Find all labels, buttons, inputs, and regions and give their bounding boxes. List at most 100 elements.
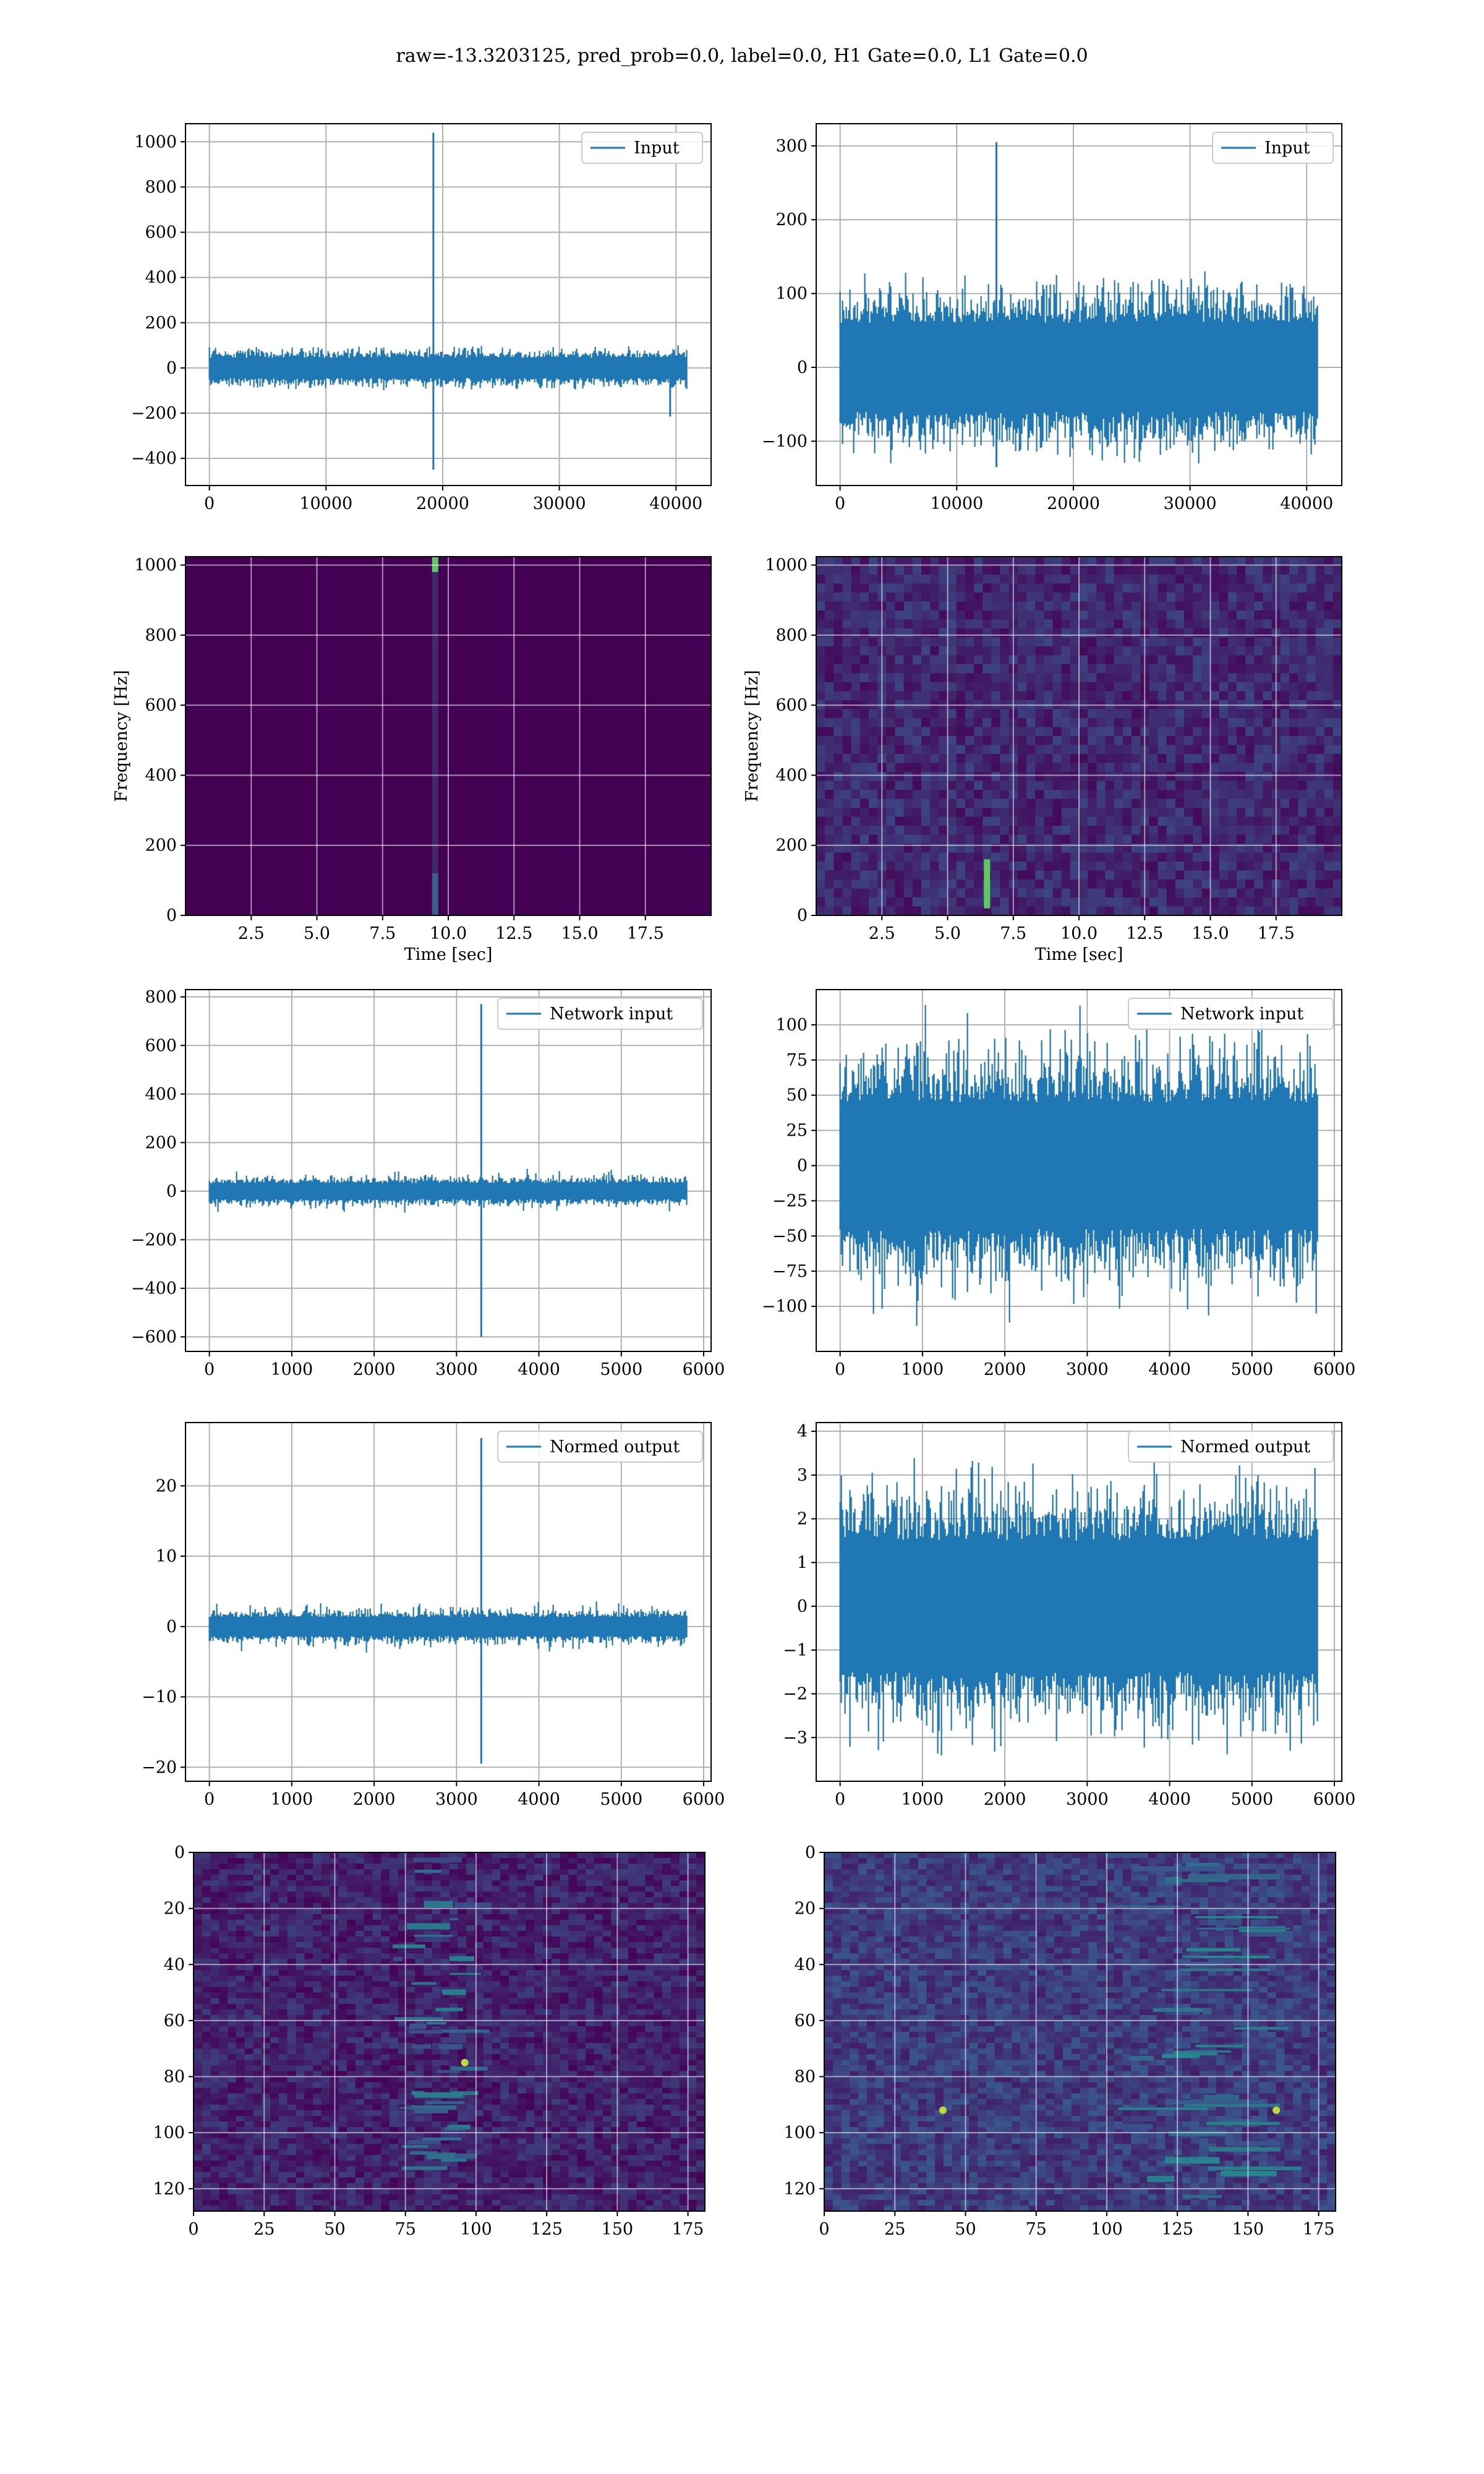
heatmap-cell [517, 1864, 527, 1870]
heatmap-cell [1122, 808, 1132, 817]
heatmap-cell [1026, 906, 1036, 915]
heatmap-cell [1315, 736, 1325, 745]
heatmap-cell [210, 1992, 220, 1999]
heatmap-cell [654, 1908, 663, 1915]
heatmap-cell [194, 1897, 203, 1904]
heatmap-cell [586, 1925, 595, 1932]
heatmap-cell [1088, 798, 1097, 808]
heatmap-cell [869, 673, 878, 683]
heatmap-cell [1307, 646, 1316, 656]
heatmap-cell [560, 1953, 569, 1959]
heatmap-cell [219, 1869, 228, 1875]
heatmap-cell [1193, 826, 1202, 835]
heatmap-cell [1237, 610, 1246, 620]
heatmap-cell [645, 1975, 654, 1982]
heatmap-cell [1114, 610, 1124, 620]
heatmap-cell [1263, 593, 1273, 602]
heatmap-cell [965, 557, 974, 566]
heatmap-cell [228, 1908, 237, 1915]
heatmap-cell [1210, 583, 1220, 593]
heatmap-cell [1175, 888, 1185, 898]
heatmap-cell [278, 2043, 288, 2049]
heatmap-cell [620, 1852, 629, 1859]
heatmap-cell [991, 691, 1000, 701]
heatmap-cell [219, 1942, 228, 1948]
heatmap-cell [991, 727, 1000, 737]
legend-box [1128, 1431, 1334, 1463]
heatmap-cell [390, 2009, 399, 2016]
heatmap-cell [825, 862, 834, 871]
heatmap-cell [466, 1880, 475, 1886]
heatmap-cell [517, 2048, 527, 2055]
heatmap-cell [869, 816, 878, 826]
heatmap-cell [1227, 862, 1237, 871]
heatmap-cell [1149, 798, 1158, 808]
heatmap-cell [492, 1925, 501, 1932]
heatmap-cell [1088, 781, 1097, 790]
heatmap-cell [253, 1930, 262, 1937]
heatmap-cell [236, 1975, 245, 1982]
heatmap-cell [244, 1864, 254, 1870]
heatmap-cell [1000, 655, 1010, 665]
heatmap-cell [508, 1936, 518, 1943]
heatmap-cell [974, 798, 983, 808]
heatmap-cell [895, 628, 905, 638]
heatmap-cell [1254, 808, 1263, 817]
heatmap-cell [568, 1998, 578, 2005]
heatmap-cell [1298, 709, 1307, 719]
heatmap-cell [1298, 727, 1307, 737]
heatmap-cell [1280, 808, 1290, 817]
heatmap-cell [1026, 826, 1036, 835]
heatmap-cell [534, 2048, 544, 2055]
heatmap-cell [688, 1975, 697, 1982]
heatmap-cell [1245, 834, 1255, 844]
heatmap-cell [594, 1970, 603, 1976]
heatmap-cell [859, 673, 869, 683]
heatmap-cell [1017, 557, 1027, 566]
heatmap-cell [526, 2043, 535, 2049]
heatmap-cell [1227, 619, 1237, 629]
heatmap-cell [1158, 637, 1167, 647]
heatmap-cell [244, 1897, 254, 1904]
heatmap-cell [1079, 816, 1088, 826]
heatmap-cell [1026, 880, 1036, 889]
heatmap-cell [210, 1875, 220, 1881]
heatmap-cell [321, 1936, 331, 1943]
heatmap-cell [253, 1981, 262, 1987]
heatmap-cell [534, 2003, 544, 2010]
heatmap-cell [406, 1930, 416, 1937]
heatmap-cell [851, 826, 861, 835]
heatmap-cell [338, 1925, 348, 1932]
heatmap-cell [903, 772, 913, 781]
heatmap-cell [688, 2032, 697, 2038]
heatmap-cell [834, 808, 843, 817]
heatmap-cell [1280, 798, 1290, 808]
heatmap-cell [1017, 816, 1027, 826]
heatmap-cell [688, 2020, 697, 2027]
heatmap-cell [287, 1908, 296, 1915]
y-tick-label: 400 [145, 1085, 177, 1104]
heatmap-cell [390, 1981, 399, 1987]
heatmap-cell [440, 1942, 450, 1948]
heatmap-cell [1289, 781, 1298, 790]
heatmap-cell [296, 1975, 305, 1982]
heatmap-cell [364, 1914, 373, 1920]
heatmap-cell [381, 1864, 390, 1870]
heatmap-cell [492, 1987, 501, 1993]
heatmap-cell [947, 575, 957, 584]
heatmap-cell [517, 1998, 527, 2005]
heatmap-cell [466, 2054, 475, 2060]
heatmap-cell [594, 1897, 603, 1904]
heatmap-cell [381, 1891, 390, 1898]
heatmap-cell [974, 870, 983, 880]
heatmap-cell [859, 906, 869, 915]
heatmap-cell [636, 1948, 646, 1954]
heatmap-cell [586, 1942, 595, 1948]
heatmap-cell [543, 1959, 552, 1965]
heatmap-cell [381, 1998, 390, 2005]
heatmap-cell [398, 1992, 407, 1999]
heatmap-cell [466, 2032, 475, 2038]
heatmap-cell [466, 2048, 475, 2055]
heatmap-cell [347, 1852, 356, 1859]
heatmap-cell [895, 844, 905, 853]
